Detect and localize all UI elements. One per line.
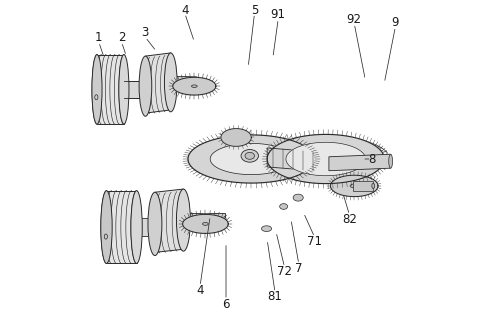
- Polygon shape: [146, 53, 171, 113]
- Ellipse shape: [372, 183, 375, 189]
- Ellipse shape: [148, 192, 162, 256]
- Ellipse shape: [293, 194, 303, 201]
- Polygon shape: [106, 191, 137, 264]
- Polygon shape: [183, 213, 224, 227]
- Ellipse shape: [245, 152, 254, 159]
- Polygon shape: [286, 142, 366, 176]
- Ellipse shape: [262, 226, 271, 232]
- Polygon shape: [171, 76, 196, 89]
- Ellipse shape: [139, 56, 152, 116]
- Text: 7: 7: [295, 262, 302, 275]
- Text: 1: 1: [95, 31, 102, 44]
- Polygon shape: [267, 148, 326, 172]
- Text: 91: 91: [271, 9, 286, 21]
- Polygon shape: [183, 214, 228, 233]
- Text: 2: 2: [118, 31, 125, 44]
- Ellipse shape: [202, 223, 208, 225]
- Text: 6: 6: [222, 298, 230, 311]
- Polygon shape: [137, 218, 155, 236]
- Ellipse shape: [119, 54, 129, 124]
- Ellipse shape: [192, 85, 197, 87]
- Polygon shape: [155, 189, 183, 252]
- Ellipse shape: [176, 189, 191, 251]
- Text: 71: 71: [307, 235, 322, 248]
- Text: 8: 8: [368, 153, 375, 165]
- Text: 81: 81: [268, 290, 283, 303]
- Text: 4: 4: [181, 4, 189, 17]
- Polygon shape: [267, 135, 384, 183]
- Text: 72: 72: [277, 265, 292, 278]
- Polygon shape: [330, 175, 378, 197]
- Text: 3: 3: [142, 26, 149, 39]
- Ellipse shape: [101, 191, 112, 264]
- Ellipse shape: [389, 154, 392, 168]
- Text: 92: 92: [347, 13, 362, 26]
- Text: 4: 4: [196, 284, 204, 297]
- Text: 5: 5: [251, 4, 258, 17]
- Text: 9: 9: [392, 16, 399, 29]
- Ellipse shape: [241, 149, 258, 162]
- Ellipse shape: [223, 217, 226, 224]
- Polygon shape: [221, 128, 251, 146]
- Ellipse shape: [92, 54, 102, 124]
- Ellipse shape: [131, 191, 142, 264]
- Ellipse shape: [350, 184, 358, 188]
- Polygon shape: [353, 181, 373, 191]
- Polygon shape: [173, 77, 216, 95]
- Polygon shape: [329, 154, 391, 171]
- Text: 82: 82: [342, 213, 357, 226]
- Ellipse shape: [165, 53, 177, 112]
- Polygon shape: [188, 135, 315, 183]
- Polygon shape: [210, 143, 293, 175]
- Polygon shape: [97, 54, 124, 124]
- Ellipse shape: [280, 204, 288, 209]
- Polygon shape: [124, 81, 146, 98]
